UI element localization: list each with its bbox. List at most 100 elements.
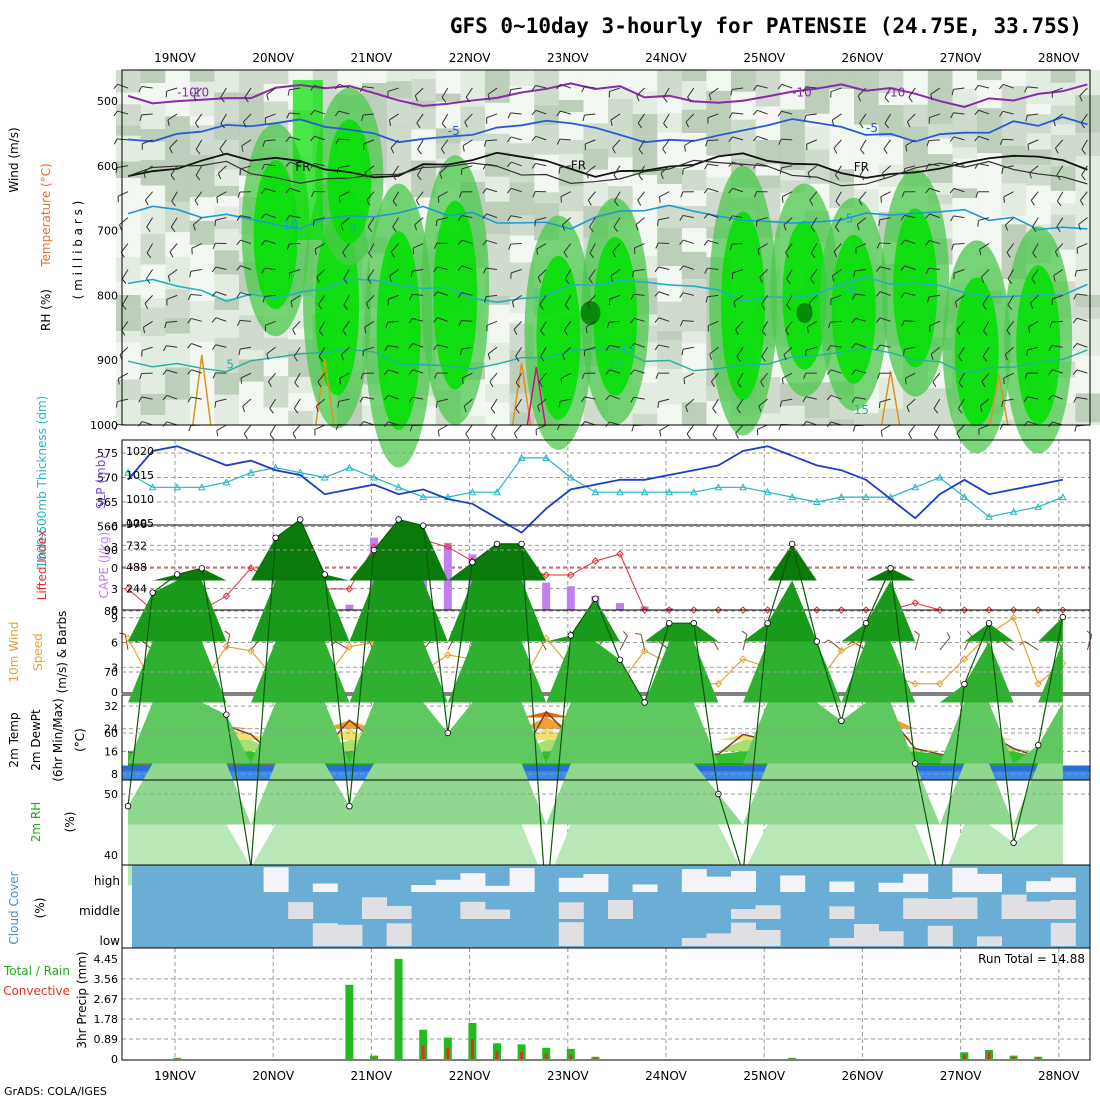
- wind-barb: [564, 269, 572, 280]
- wind-barb: [461, 320, 473, 322]
- rh-shading: [681, 70, 707, 82]
- wind-barb: [704, 163, 708, 170]
- wind-speed-point: [911, 680, 919, 688]
- wind-barb: [563, 252, 568, 258]
- wind-barb: [318, 346, 326, 357]
- wind-barb: [535, 162, 547, 167]
- wind-barb: [1072, 343, 1078, 349]
- wind-barb: [513, 329, 518, 335]
- wind-barb: [139, 373, 143, 380]
- wind-barb: [927, 296, 930, 303]
- rh-shading: [534, 125, 560, 155]
- rh-shading: [485, 384, 510, 403]
- lifted-index-point: [837, 606, 846, 614]
- wind-barb: [387, 421, 399, 426]
- wind-barb: [732, 161, 744, 167]
- thickness-point: [985, 512, 993, 520]
- chart-title: GFS 0~10day 3-hourly for PATENSIE (24.75…: [450, 14, 1082, 38]
- wind-barb: [949, 161, 955, 167]
- wind-barb: [169, 147, 173, 154]
- contour-label: 5: [226, 357, 234, 371]
- cloud-block: [829, 906, 855, 919]
- wind-barb: [659, 430, 662, 437]
- wind-barb: [190, 268, 202, 272]
- wind-barb: [1003, 372, 1014, 379]
- rh-shading: [509, 313, 535, 324]
- wind-barb: [680, 191, 684, 198]
- wind-barb: [875, 317, 881, 323]
- wind-barb: [242, 398, 252, 407]
- rh-shading: [632, 70, 658, 92]
- wind-barb: [240, 292, 252, 296]
- wind-barb: [510, 112, 522, 115]
- rh-shading: [214, 298, 240, 310]
- rh-shading: [632, 91, 658, 115]
- wind-barb: [139, 114, 143, 121]
- wind-barb: [461, 292, 473, 296]
- wind-barb: [658, 291, 670, 296]
- wind-barb: [142, 327, 146, 334]
- wind-barb: [171, 191, 178, 202]
- wind-barb: [220, 97, 225, 103]
- rh-shading: [952, 70, 978, 90]
- wind-barb: [949, 188, 955, 194]
- y-tick-label: 1020: [126, 445, 154, 458]
- rh-shading: [435, 101, 461, 129]
- wind-barb: [482, 240, 487, 246]
- wind-barb: [859, 113, 867, 124]
- wind-barb: [244, 87, 252, 98]
- wind-barb: [487, 87, 498, 95]
- wind-barb: [385, 322, 389, 329]
- wind-barb: [363, 86, 375, 89]
- wind-barb: [808, 302, 812, 309]
- thickness-point: [148, 483, 157, 491]
- wind-barb: [956, 424, 965, 434]
- wind-speed-point: [739, 655, 747, 663]
- rh-shading: [1050, 166, 1076, 191]
- rh-shading: [263, 338, 289, 359]
- wind-barb: [220, 113, 227, 124]
- wind-barb: [119, 346, 129, 356]
- date-label-bottom: 22NOV: [449, 1069, 491, 1083]
- wind-barb: [1006, 321, 1014, 331]
- rh-shading: [878, 104, 904, 137]
- wind-barb: [294, 382, 299, 388]
- rh-shading: [239, 349, 264, 360]
- wind-barb: [317, 295, 326, 305]
- wind-barb: [761, 356, 766, 362]
- wind-barb: [1029, 302, 1034, 309]
- wind-barb: [487, 94, 491, 101]
- rh-shading: [263, 376, 289, 386]
- thickness-point: [1009, 507, 1018, 515]
- rh-very-high-region: [253, 160, 298, 310]
- rh-shading: [927, 138, 953, 155]
- wind-barb: [710, 381, 715, 388]
- wind-barb: [879, 242, 891, 245]
- wind-barb: [781, 138, 793, 141]
- wind-barb: [833, 243, 842, 253]
- wind-barb: [1079, 191, 1088, 201]
- precip-total-bar: [370, 1055, 378, 1059]
- wind-barb: [685, 406, 689, 413]
- wind-barb: [437, 430, 440, 437]
- wind-barb: [736, 407, 741, 414]
- y-tick-label: 50: [104, 788, 118, 801]
- wind-barb: [458, 191, 462, 198]
- wind-barb: [225, 634, 231, 651]
- precip-total-bar: [566, 1048, 575, 1059]
- wind-barb: [609, 345, 621, 348]
- wind-barb: [826, 421, 832, 428]
- lifted-index-point: [911, 599, 919, 607]
- wind-barb: [441, 87, 449, 98]
- wind-barb: [1078, 217, 1088, 225]
- wind-barb: [1052, 369, 1063, 374]
- contour-label: 15: [854, 403, 869, 417]
- wind-barb: [904, 165, 916, 170]
- wind-barb: [191, 343, 202, 348]
- rh-shading: [140, 307, 166, 337]
- rh-max-region: [796, 303, 813, 323]
- wind-barb: [884, 97, 890, 103]
- rh-band: [128, 580, 1063, 642]
- wind-barb: [187, 396, 192, 403]
- date-label-bottom: 19NOV: [154, 1069, 196, 1083]
